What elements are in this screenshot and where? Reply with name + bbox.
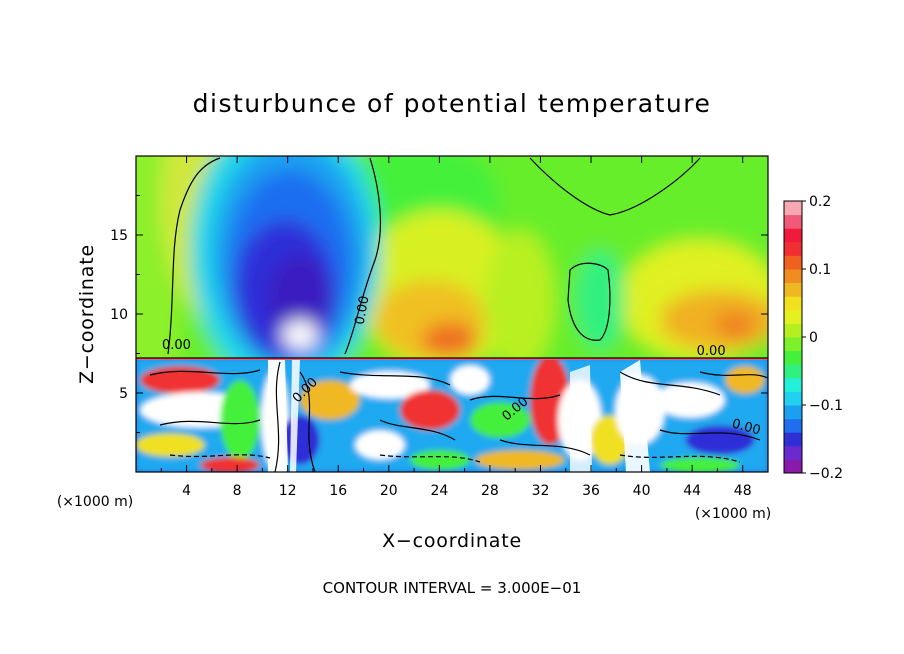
- colorbar-swatch: [784, 377, 802, 392]
- lower-field: [136, 358, 768, 472]
- colorbar-swatch: [784, 269, 802, 284]
- colorbar-swatch: [784, 459, 802, 474]
- y-axis-label: Z−coordinate: [76, 244, 98, 384]
- colorbar-swatch: [784, 405, 802, 420]
- x-tick-label: 4: [182, 483, 191, 499]
- x-unit-right: (×1000 m): [695, 506, 771, 522]
- colorbar-tick-label: −0.1: [809, 398, 843, 414]
- x-axis-label: X−coordinate: [382, 530, 522, 552]
- y-axis-ticks: 5 10 15: [110, 195, 768, 433]
- colorbar-tick-label: 0.2: [809, 194, 831, 210]
- y-tick-label: 15: [110, 228, 128, 244]
- x-axis-ticks: 4 8 12 16 20 24 28 32 36 40 44 48: [160, 156, 752, 499]
- chart-title: disturbunce of potential temperature: [193, 89, 712, 118]
- heatmap-field: [136, 156, 768, 472]
- x-tick-label: 48: [734, 483, 752, 499]
- y-tick-label: 10: [110, 307, 128, 323]
- y-tick-label: 5: [119, 386, 128, 402]
- colorbar: 0.2 0.1 0 −0.1 −0.2: [783, 194, 843, 482]
- colorbar-swatch: [784, 228, 802, 243]
- colorbar-swatch: [784, 214, 802, 229]
- colorbar-swatch: [784, 309, 802, 324]
- colorbar-swatch: [784, 201, 802, 216]
- x-tick-label: 32: [532, 483, 550, 499]
- contour-label: 0.00: [730, 417, 762, 439]
- colorbar-swatch: [784, 337, 802, 352]
- x-tick-label: 8: [233, 483, 242, 499]
- x-tick-label: 28: [481, 483, 499, 499]
- colorbar-swatch: [784, 350, 802, 365]
- colorbar-swatch: [784, 445, 802, 460]
- colorbar-swatch: [784, 296, 802, 311]
- x-tick-label: 44: [683, 483, 701, 499]
- colorbar-swatch: [784, 418, 802, 433]
- contour-label: 0.00: [697, 344, 726, 359]
- colorbar-swatch: [784, 432, 802, 447]
- contour-lines: [136, 157, 768, 472]
- colorbar-swatch: [784, 391, 802, 406]
- x-tick-label: 16: [329, 483, 347, 499]
- x-tick-label: 24: [430, 483, 448, 499]
- colorbar-tick-label: 0.1: [809, 262, 831, 278]
- x-tick-label: 36: [582, 483, 600, 499]
- x-unit-left: (×1000 m): [57, 494, 133, 510]
- colorbar-swatch: [784, 364, 802, 379]
- colorbar-swatch: [784, 323, 802, 338]
- x-tick-label: 40: [633, 483, 651, 499]
- x-tick-label: 12: [279, 483, 297, 499]
- contour-interval-note: CONTOUR INTERVAL = 3.000E−01: [323, 579, 582, 597]
- colorbar-swatch: [784, 255, 802, 270]
- colorbar-swatch: [784, 241, 802, 256]
- x-tick-label: 20: [380, 483, 398, 499]
- colorbar-swatch: [784, 282, 802, 297]
- colorbar-tick-label: 0: [809, 330, 818, 346]
- contour-label: 0.00: [353, 295, 373, 326]
- contour-label: 0.00: [162, 338, 191, 353]
- colorbar-tick-label: −0.2: [809, 466, 843, 482]
